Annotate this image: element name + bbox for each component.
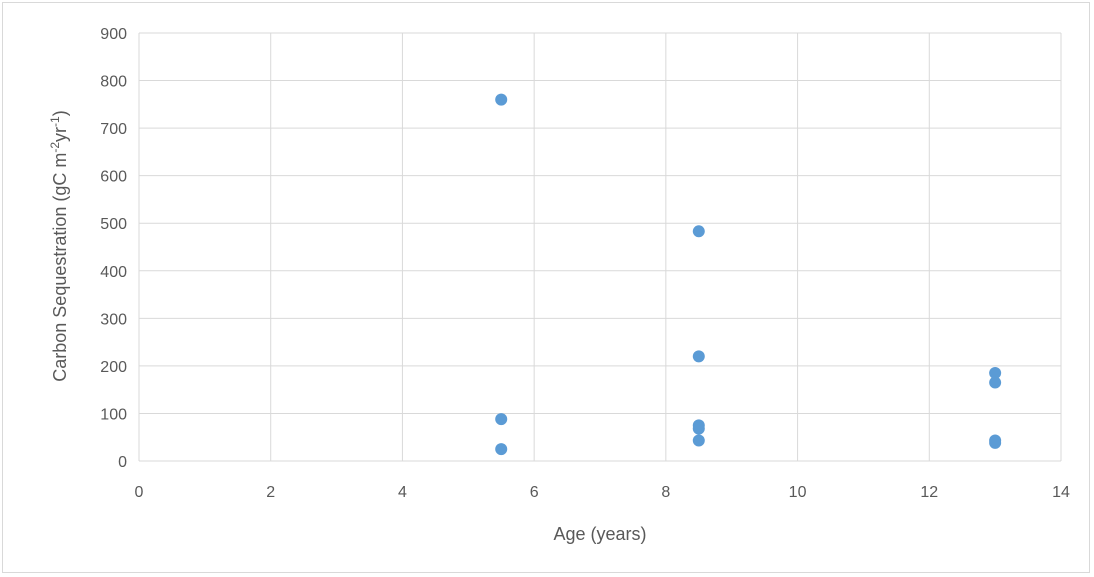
x-tick-label: 8 (661, 484, 670, 501)
y-axis-title: Carbon Sequestration (gC m-2yr-1) (48, 110, 70, 381)
data-point (989, 436, 1002, 449)
data-point (692, 225, 705, 238)
tick-labels: 0 100 200 300 400 500 600 700 800 900 0 2 4 6 8 10 12 14 (100, 26, 1070, 501)
y-tick-label: 100 (100, 406, 127, 423)
y-tick-label: 800 (100, 74, 127, 91)
x-tick-label: 0 (135, 484, 144, 501)
y-tick-label: 500 (100, 216, 127, 233)
data-points (495, 93, 1002, 456)
data-point (989, 367, 1002, 380)
data-point (495, 413, 508, 426)
y-axis-title-mid: yr (50, 127, 70, 142)
x-tick-label: 12 (920, 484, 938, 501)
y-tick-label: 0 (118, 454, 127, 471)
y-tick-label: 300 (100, 311, 127, 328)
y-axis-title-end: ) (50, 110, 70, 116)
data-point (692, 422, 705, 435)
y-tick-label: 700 (100, 121, 127, 138)
data-point (495, 443, 508, 456)
y-tick-label: 600 (100, 169, 127, 186)
x-axis-title: Age (years) (553, 524, 646, 544)
data-point (495, 93, 508, 106)
x-tick-label: 2 (266, 484, 275, 501)
x-tick-label: 10 (789, 484, 807, 501)
data-point (692, 350, 705, 363)
y-axis-title-main: Carbon Sequestration (gC m (50, 153, 70, 382)
y-tick-label: 200 (100, 359, 127, 376)
data-point (989, 376, 1002, 389)
y-tick-label: 400 (100, 264, 127, 281)
x-tick-label: 6 (530, 484, 539, 501)
y-axis-title-sup2: -1 (48, 116, 62, 127)
y-axis-title-sup1: -2 (48, 142, 62, 153)
y-tick-label: 900 (100, 26, 127, 43)
x-tick-label: 4 (398, 484, 407, 501)
gridlines (138, 32, 1062, 462)
x-tick-label: 14 (1052, 484, 1070, 501)
data-point (692, 434, 705, 447)
